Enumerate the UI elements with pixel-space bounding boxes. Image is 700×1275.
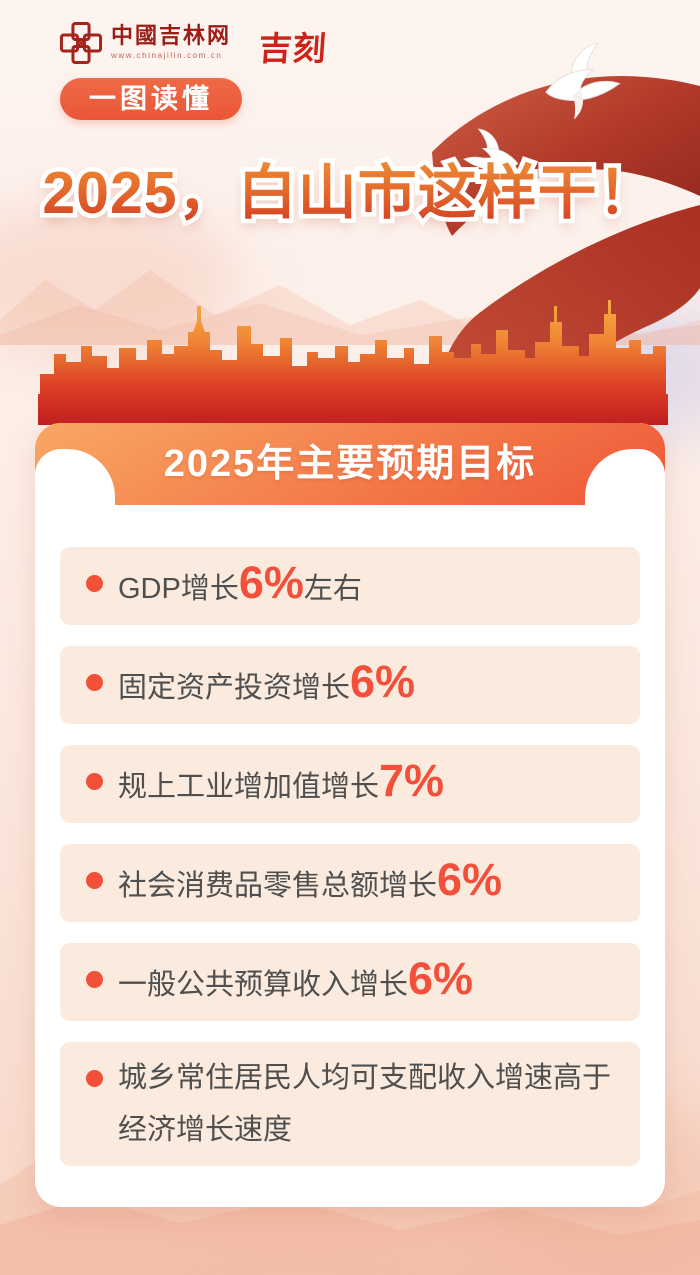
- target-item: 固定资产投资增长6%: [60, 646, 640, 724]
- target-text: GDP增长6%左右: [118, 560, 362, 612]
- target-text: 一般公共预算收入增长6%: [118, 956, 473, 1008]
- page-title-outline: 2025，白山市这样干！: [0, 138, 700, 248]
- bullet-icon: [86, 773, 103, 790]
- bullet-icon: [86, 674, 103, 691]
- target-value: 6%: [437, 854, 503, 905]
- target-item: 一般公共预算收入增长6%: [60, 943, 640, 1021]
- site-url: www.chinajilin.com.cn: [111, 51, 223, 60]
- section-heading: 2025年主要预期目标: [163, 443, 537, 485]
- content-card: 2025年主要预期目标 GDP增长6%左右 固定资产投资增长6% 规上工业增加值增长…: [35, 423, 665, 1207]
- target-value: 7%: [379, 755, 445, 806]
- target-label: 固定资产投资增长: [118, 672, 351, 704]
- target-item: GDP增长6%左右: [60, 547, 640, 625]
- target-value: 6%: [238, 557, 304, 608]
- target-label: 一般公共预算收入增长: [118, 969, 409, 1001]
- target-item: 规上工业增加值增长7%: [60, 745, 640, 823]
- dove-icon: [463, 128, 519, 185]
- bullet-icon: [86, 575, 103, 592]
- target-item: 社会消费品零售总额增长6%: [60, 844, 640, 922]
- target-value: 6%: [408, 953, 474, 1004]
- bullet-icon: [86, 971, 103, 988]
- site-logo: 中國吉林网 www.chinajilin.com.cn 吉刻: [58, 20, 329, 70]
- jike-logo: 吉刻: [257, 30, 329, 67]
- site-name: 中國吉林网: [111, 23, 232, 48]
- target-label: 社会消费品零售总额增长: [118, 870, 438, 902]
- target-text: 固定资产投资增长6%: [118, 659, 415, 711]
- target-label: GDP增长: [118, 573, 239, 605]
- bullet-icon: [86, 872, 103, 889]
- knot-logo-icon: [59, 21, 103, 65]
- dove-icon: [545, 42, 621, 120]
- target-label-suffix: 左右: [303, 573, 362, 605]
- target-text: 社会消费品零售总额增长6%: [118, 857, 502, 909]
- page-title-text: 2025，白山市这样干！: [0, 138, 700, 248]
- target-text: 城乡常住居民人均可支配收入增速高于经济增长速度: [118, 1055, 622, 1153]
- page-title: 2025，白山市这样干！ 2025，白山市这样干！: [0, 138, 700, 254]
- card-header-banner: 2025年主要预期目标: [35, 423, 665, 506]
- targets-list: GDP增长6%左右 固定资产投资增长6% 规上工业增加值增长7% 社会消费品零售总额增…: [60, 547, 640, 1166]
- infographic-badge: 一图读懂: [60, 78, 242, 120]
- target-label: 规上工业增加值增长: [118, 771, 380, 803]
- target-text: 规上工业增加值增长7%: [118, 758, 444, 810]
- target-value: 6%: [350, 656, 416, 707]
- target-item: 城乡常住居民人均可支配收入增速高于经济增长速度: [60, 1042, 640, 1166]
- target-label: 城乡常住居民人均可支配收入增速高于经济增长速度: [118, 1062, 612, 1146]
- bullet-icon: [86, 1070, 103, 1087]
- city-skyline-graphic: [38, 300, 668, 425]
